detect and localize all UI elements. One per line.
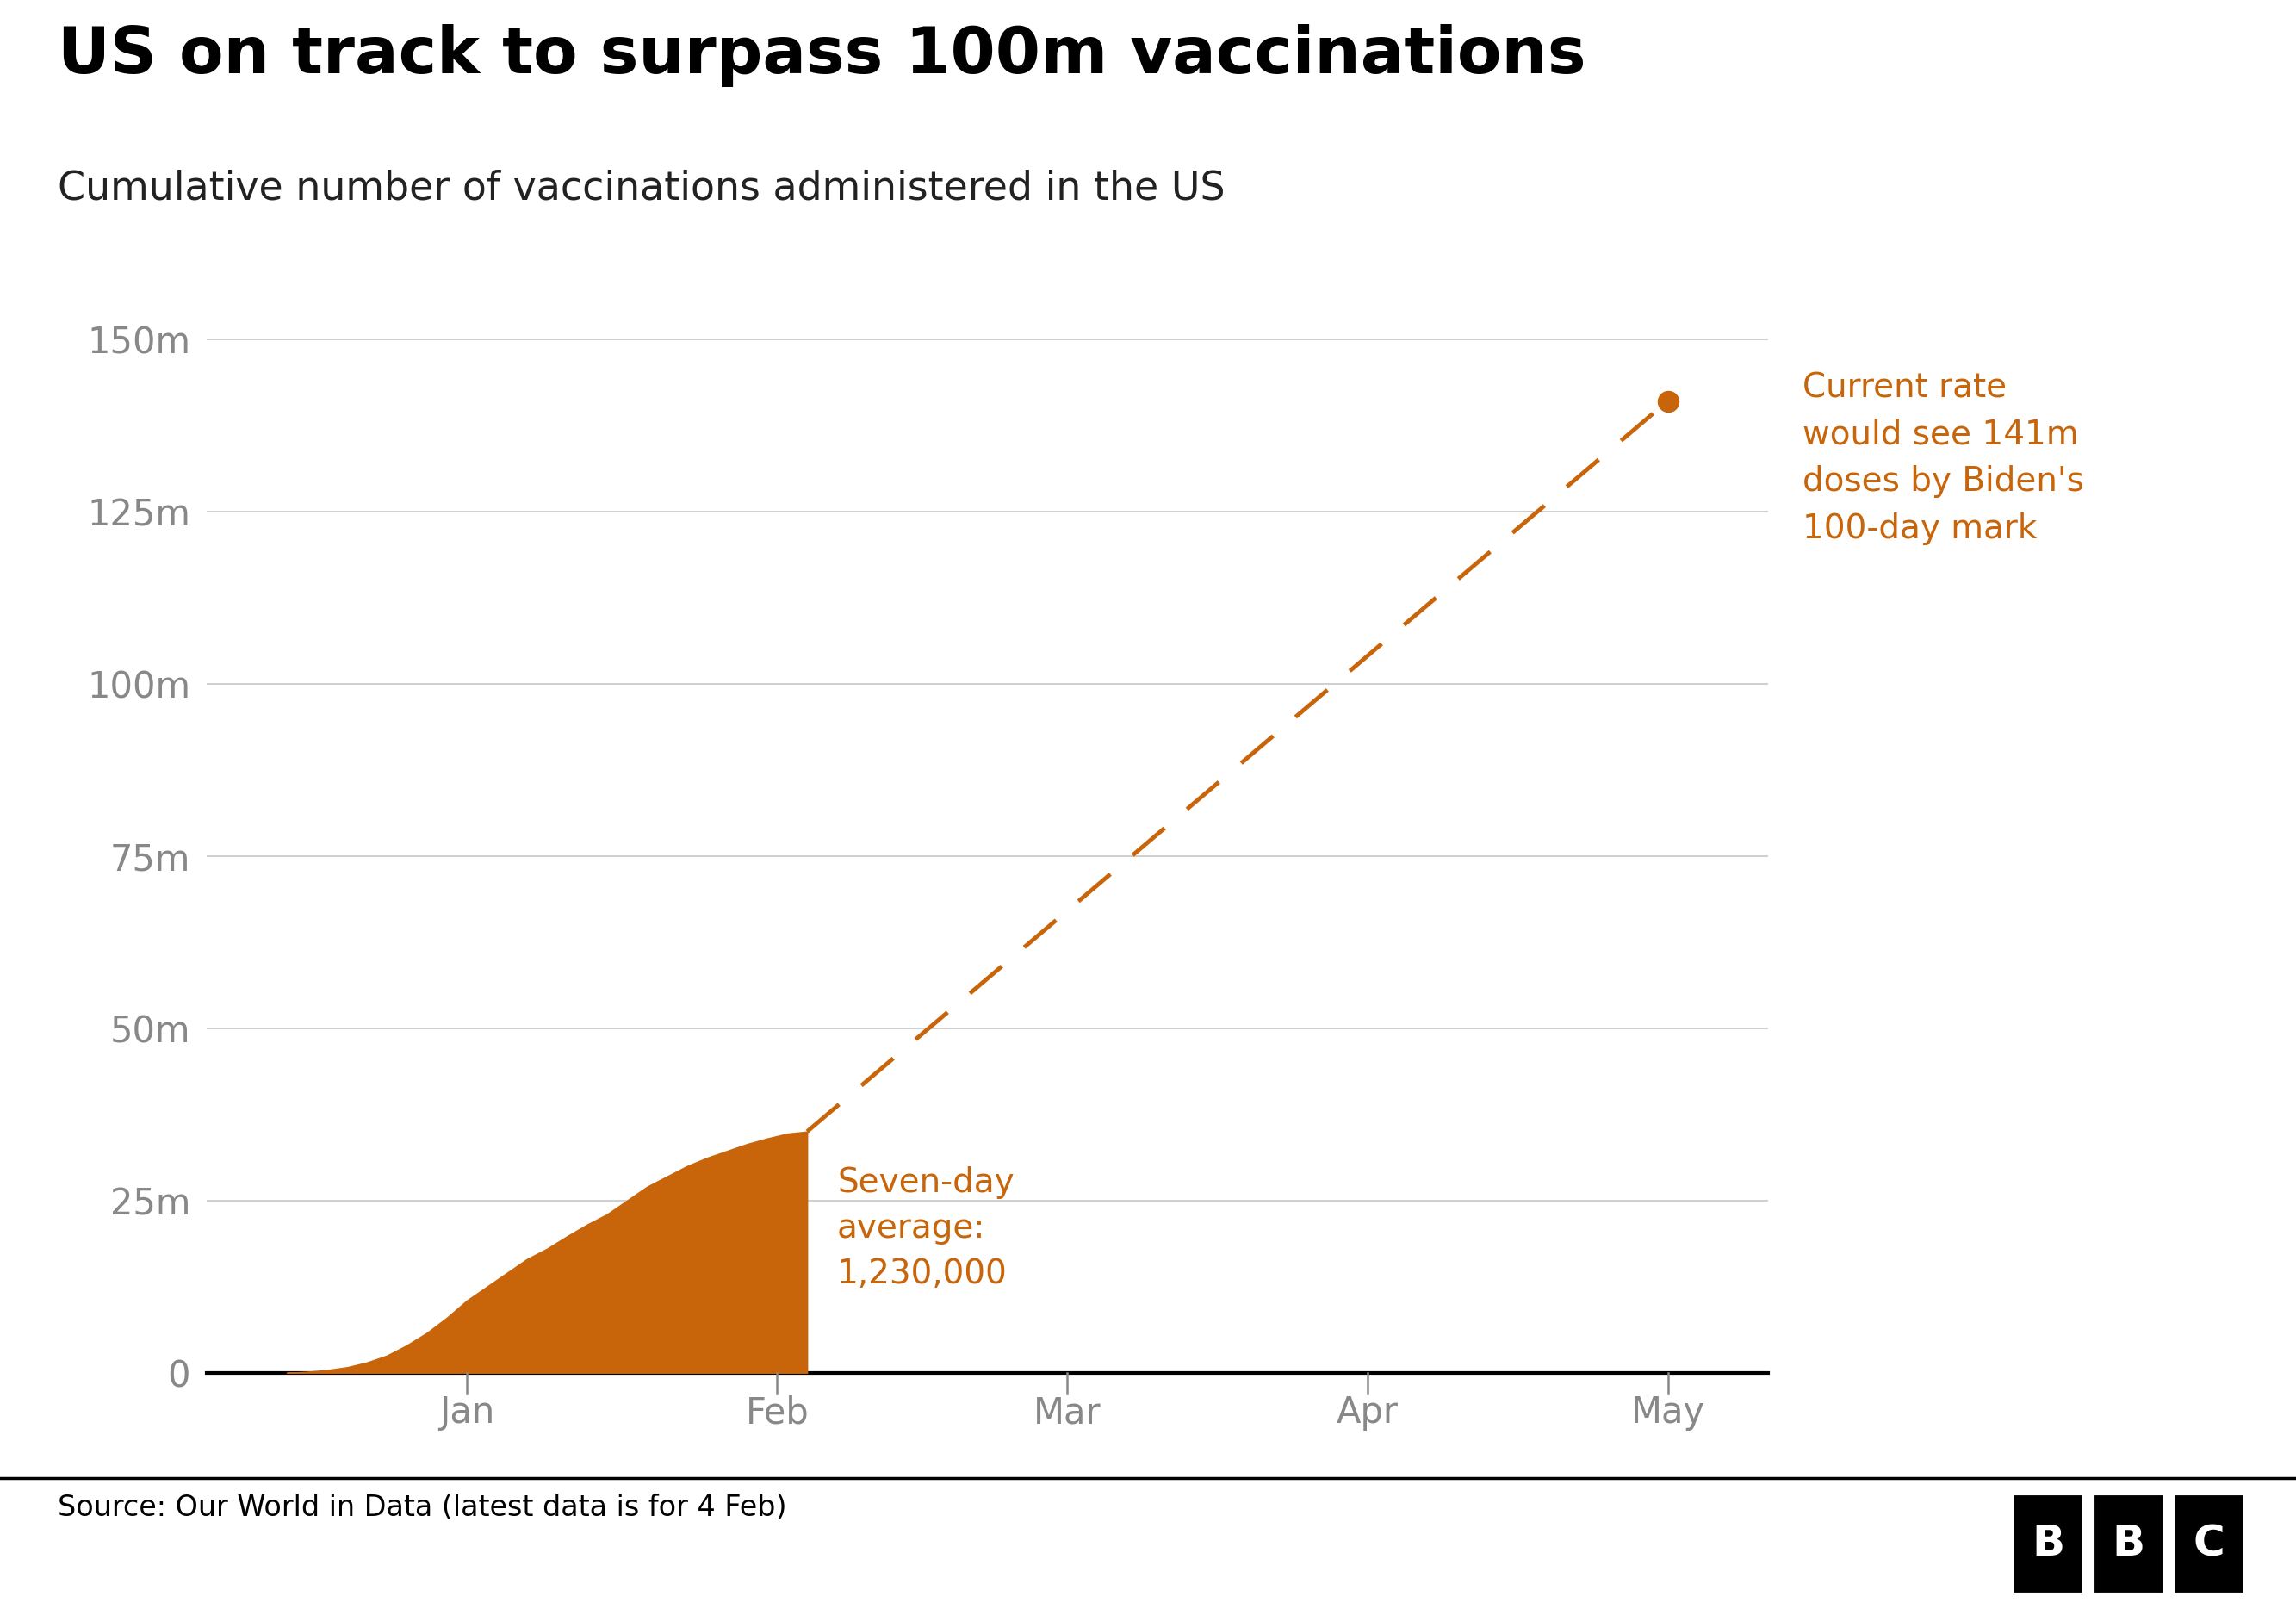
Text: Source: Our World in Data (latest data is for 4 Feb): Source: Our World in Data (latest data i… [57,1494,788,1523]
Bar [2172,1494,2245,1594]
Text: US on track to surpass 100m vaccinations: US on track to surpass 100m vaccinations [57,24,1587,87]
Text: B: B [2032,1523,2064,1565]
Text: Current rate
would see 141m
doses by Biden's
100-day mark: Current rate would see 141m doses by Bid… [1802,371,2085,544]
Text: Cumulative number of vaccinations administered in the US: Cumulative number of vaccinations admini… [57,170,1224,208]
Bar [2092,1494,2165,1594]
Text: C: C [2193,1523,2225,1565]
Bar [2011,1494,2085,1594]
Text: B: B [2112,1523,2144,1565]
Text: Seven-day
average:
1,230,000: Seven-day average: 1,230,000 [838,1166,1015,1290]
Point [1649,388,1685,413]
